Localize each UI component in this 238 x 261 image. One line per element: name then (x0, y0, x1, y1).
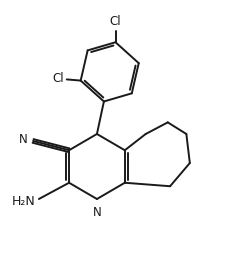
Text: N: N (93, 205, 102, 218)
Text: H₂N: H₂N (12, 195, 35, 208)
Text: N: N (19, 133, 28, 146)
Text: Cl: Cl (52, 73, 64, 85)
Text: Cl: Cl (110, 15, 121, 28)
